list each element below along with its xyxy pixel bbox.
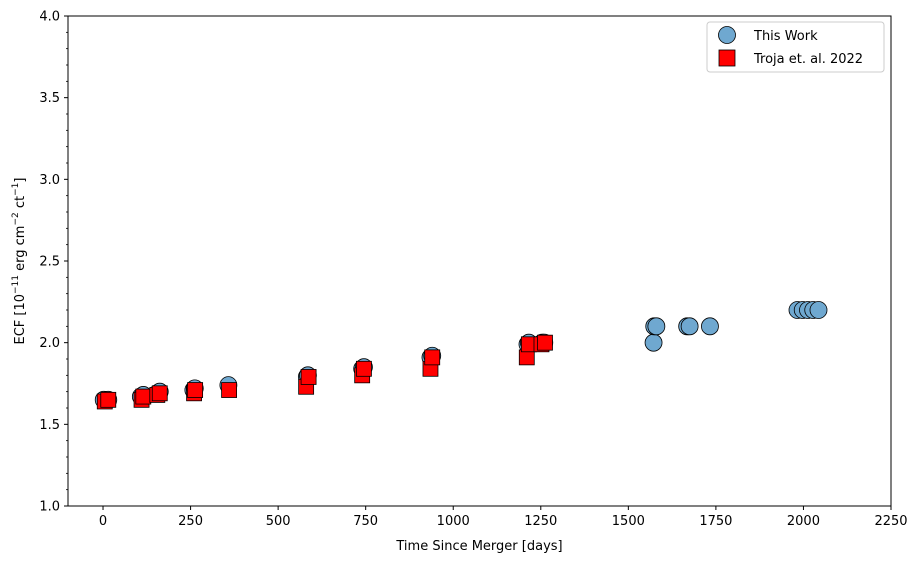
x-tick-label: 0 xyxy=(99,514,107,529)
y-tick-label: 4.0 xyxy=(39,10,60,25)
legend-label-this-work: This Work xyxy=(753,29,818,44)
legend-marker-troja xyxy=(718,49,736,67)
y-tick-label: 1.0 xyxy=(39,500,60,515)
data-point xyxy=(100,391,117,408)
x-tick-label: 1250 xyxy=(524,514,557,529)
data-point xyxy=(680,317,699,336)
x-tick-label: 750 xyxy=(353,514,378,529)
x-tick-label: 500 xyxy=(266,514,291,529)
x-axis: 0 250 500 750 1000 1250 1500 1750 2000 2250 xyxy=(99,506,908,529)
x-tick-label: 1750 xyxy=(699,514,732,529)
legend-marker-this-work xyxy=(718,26,736,44)
series-troja-2022 xyxy=(96,334,553,410)
y-tick-label: 2.5 xyxy=(39,255,60,270)
data-point xyxy=(221,382,237,398)
plot-frame xyxy=(67,15,892,507)
plot-background xyxy=(68,16,891,506)
x-tick-label: 2000 xyxy=(787,514,820,529)
y-axis-title: ECF [10−11 erg cm−2 ct−1] xyxy=(11,178,28,345)
data-point xyxy=(424,349,441,366)
data-point xyxy=(537,334,553,351)
legend-box xyxy=(706,21,885,73)
y-tick-label: 1.5 xyxy=(39,418,60,433)
data-point xyxy=(300,369,317,385)
x-axis-title: Time Since Merger [days] xyxy=(395,539,562,554)
data-point xyxy=(187,382,204,398)
data-point xyxy=(151,385,168,402)
y-tick-label: 2.0 xyxy=(39,336,60,351)
plot-area xyxy=(94,301,828,410)
data-point xyxy=(135,388,152,405)
y-tick-label: 3.5 xyxy=(39,91,60,106)
legend-label-troja: Troja et. al. 2022 xyxy=(753,52,863,67)
data-point xyxy=(644,333,663,352)
y-tick-label: 3.0 xyxy=(39,173,60,188)
x-tick-label: 250 xyxy=(178,514,203,529)
x-tick-label: 2250 xyxy=(874,514,907,529)
data-point xyxy=(701,317,719,336)
data-point xyxy=(809,301,828,319)
x-tick-label: 1000 xyxy=(437,514,470,529)
data-point xyxy=(647,317,666,336)
y-axis: 1.0 1.5 2.0 2.5 3.0 3.5 4.0 xyxy=(39,10,68,515)
data-point xyxy=(356,360,372,377)
x-tick-label: 1500 xyxy=(612,514,645,529)
legend: This Work Troja et. al. 2022 xyxy=(706,21,885,73)
